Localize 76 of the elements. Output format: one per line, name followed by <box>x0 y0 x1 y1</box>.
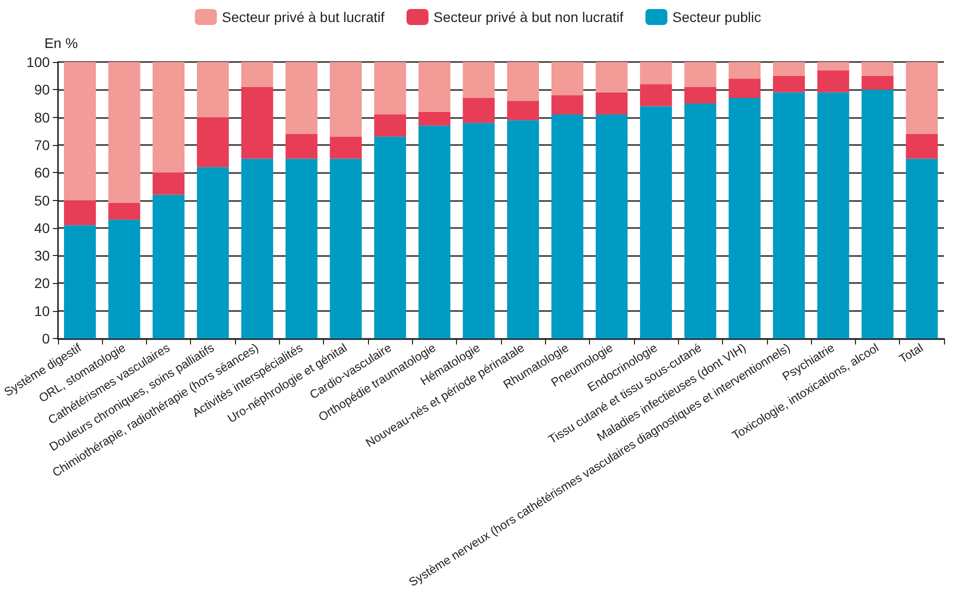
bar <box>551 114 584 339</box>
legend-label: Secteur public <box>672 9 762 25</box>
bar <box>418 62 450 112</box>
y-axis-title: En % <box>44 35 78 51</box>
bar <box>374 136 406 339</box>
bar <box>418 112 450 126</box>
legend-label: Secteur privé à but non lucratif <box>434 9 624 25</box>
bar <box>152 194 185 339</box>
bar <box>462 62 495 98</box>
bar <box>507 100 539 120</box>
legend-label: Secteur privé à but lucratif <box>222 9 385 25</box>
bar <box>241 86 274 159</box>
bar <box>640 62 672 84</box>
y-tick-label: 70 <box>34 136 50 153</box>
bar <box>241 158 274 339</box>
y-tick-label: 30 <box>34 248 50 264</box>
bar <box>507 120 539 339</box>
bar <box>906 134 938 159</box>
bar <box>330 136 362 159</box>
bar <box>286 134 318 159</box>
bar <box>640 106 672 339</box>
bar <box>196 117 229 168</box>
bar <box>108 203 140 220</box>
bar <box>772 92 805 339</box>
bar <box>772 76 805 92</box>
bar <box>152 62 185 173</box>
bar <box>596 114 628 339</box>
bar <box>551 95 584 115</box>
bar <box>374 62 406 115</box>
bar <box>684 62 716 87</box>
y-tick-label: 90 <box>34 82 50 98</box>
bar <box>330 62 362 137</box>
bar <box>507 62 539 101</box>
bar <box>640 84 672 106</box>
bar <box>374 114 406 137</box>
bar <box>108 62 140 204</box>
y-tick-label: 100 <box>26 54 50 70</box>
bar <box>817 92 850 339</box>
bar <box>286 158 318 339</box>
bar <box>64 200 96 226</box>
bar <box>418 126 450 339</box>
y-tick-label: 20 <box>34 275 50 292</box>
bar <box>862 90 894 339</box>
y-tick-label: 10 <box>34 302 50 319</box>
bar <box>551 62 584 96</box>
bar <box>862 62 894 76</box>
bar <box>728 98 761 339</box>
bar <box>330 158 362 339</box>
bar <box>462 98 495 123</box>
bar <box>817 70 850 92</box>
bar <box>64 62 96 200</box>
y-tick-label: 40 <box>34 220 50 236</box>
y-tick-label: 50 <box>34 192 50 208</box>
bar <box>684 103 716 339</box>
y-tick-label: 60 <box>34 164 50 181</box>
bar <box>196 62 229 118</box>
bar <box>286 62 318 134</box>
bar <box>596 62 628 92</box>
y-tick-label: 80 <box>34 109 50 126</box>
bar <box>64 225 96 339</box>
bar <box>684 86 716 104</box>
bar <box>728 78 761 98</box>
bar <box>817 62 850 70</box>
bar <box>462 122 495 339</box>
bar <box>906 62 938 134</box>
x-tick-label: Total <box>896 340 926 366</box>
y-tick-label: 0 <box>42 330 50 347</box>
bar <box>152 172 185 195</box>
bar <box>728 62 761 79</box>
bar <box>862 76 894 90</box>
bar <box>108 220 140 339</box>
bar <box>241 62 274 87</box>
bar <box>772 62 805 76</box>
bar <box>196 167 229 339</box>
bar <box>596 92 628 115</box>
bar <box>906 158 938 339</box>
